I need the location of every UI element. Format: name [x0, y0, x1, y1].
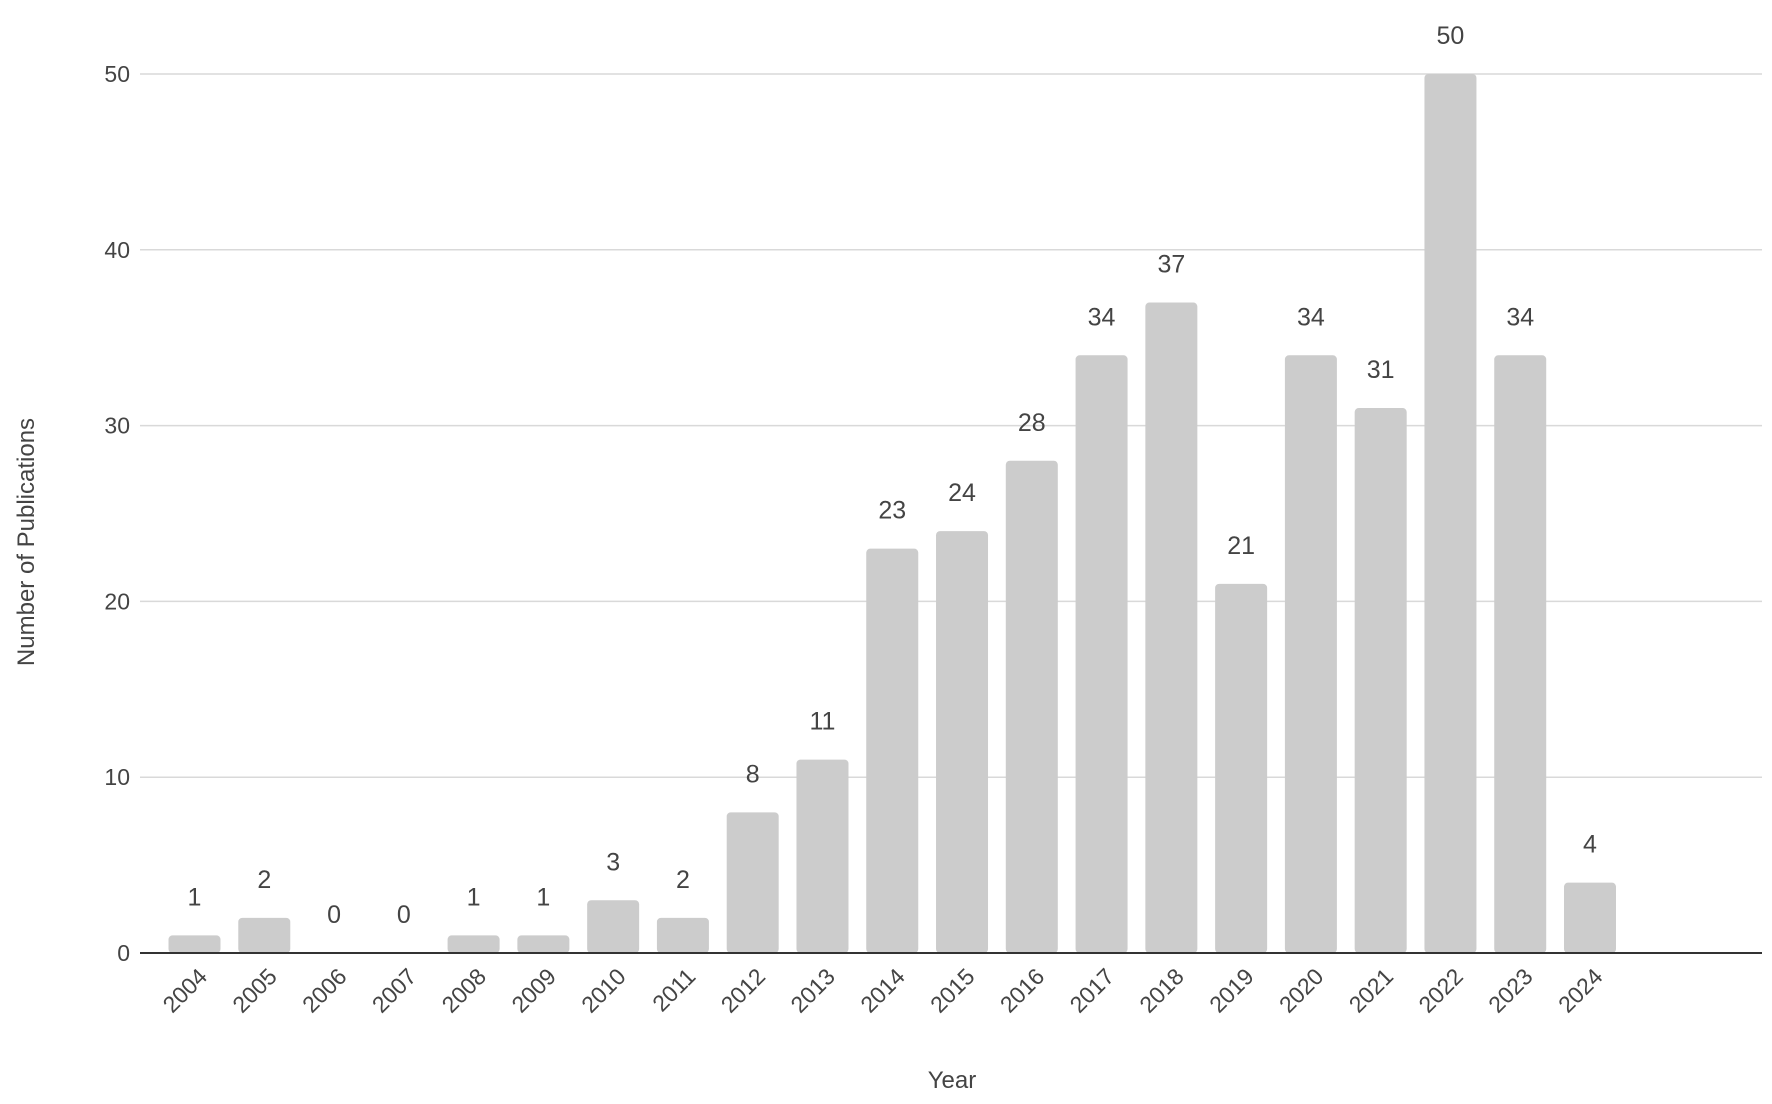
bars: [168, 74, 1616, 953]
data-label: 21: [1227, 532, 1255, 560]
x-tick-label: 2004: [157, 963, 212, 1018]
bar: [1284, 355, 1337, 953]
bar: [517, 935, 570, 953]
x-tick-label: 2012: [716, 963, 771, 1018]
bar: [796, 759, 849, 953]
x-tick-label: 2007: [367, 963, 422, 1018]
data-label: 1: [188, 883, 202, 911]
y-tick-label: 40: [104, 237, 130, 263]
data-label: 4: [1583, 831, 1597, 859]
bar: [1075, 355, 1128, 953]
data-label: 0: [397, 901, 411, 929]
data-label: 37: [1157, 251, 1185, 279]
data-label: 28: [1018, 409, 1046, 437]
bar: [447, 935, 500, 953]
x-tick-label: 2021: [1344, 963, 1399, 1018]
data-label: 1: [467, 883, 481, 911]
bar: [936, 531, 989, 953]
bar: [866, 548, 919, 953]
y-tick-label: 10: [104, 764, 130, 790]
y-axis-ticks: 0 10 20 30 40 50: [104, 61, 130, 966]
y-tick-label: 20: [104, 588, 130, 614]
data-label: 11: [809, 708, 835, 736]
data-label: 34: [1088, 303, 1116, 331]
x-tick-label: 2008: [437, 963, 492, 1018]
x-tick-label: 2024: [1553, 963, 1608, 1018]
bar: [656, 917, 709, 953]
data-label: 50: [1437, 22, 1465, 50]
bar: [168, 935, 221, 953]
x-tick-label: 2022: [1413, 963, 1468, 1018]
x-tick-label: 2011: [647, 963, 700, 1016]
x-tick-label: 2017: [1065, 963, 1120, 1018]
data-label: 3: [606, 848, 620, 876]
data-label: 34: [1506, 303, 1534, 331]
x-tick-label: 2020: [1274, 963, 1329, 1018]
y-axis-title: Number of Publications: [13, 418, 40, 666]
bar: [1354, 408, 1407, 953]
y-tick-label: 30: [104, 413, 130, 439]
x-tick-label: 2019: [1204, 963, 1259, 1018]
data-label: 1: [536, 883, 550, 911]
x-tick-label: 2015: [925, 963, 980, 1018]
y-tick-label: 50: [104, 61, 130, 87]
x-tick-label: 2014: [855, 963, 910, 1018]
x-tick-label: 2016: [995, 963, 1050, 1018]
bar: [1494, 355, 1547, 953]
data-label: 0: [327, 901, 341, 929]
bar: [726, 812, 779, 953]
x-axis-ticks: 2004 2005 2006 2007 2008 2009 2010 2011 2012 2013…: [157, 963, 1607, 1018]
bar: [1005, 460, 1058, 953]
data-label: 31: [1367, 356, 1395, 384]
x-tick-label: 2009: [506, 963, 561, 1018]
x-tick-label: 2005: [227, 963, 282, 1018]
bar: [587, 900, 640, 953]
x-tick-label: 2018: [1134, 963, 1189, 1018]
data-label: 2: [257, 866, 271, 894]
gridlines: [140, 73, 1762, 778]
x-tick-label: 2013: [785, 963, 840, 1018]
bar: [1564, 882, 1616, 953]
data-label: 24: [948, 479, 976, 507]
data-label: 23: [878, 497, 906, 525]
x-axis-title: Year: [928, 1067, 977, 1094]
data-label: 2: [676, 866, 690, 894]
y-tick-label: 0: [117, 940, 130, 966]
data-label: 34: [1297, 303, 1325, 331]
data-label: 8: [746, 760, 760, 788]
bar: [1424, 74, 1477, 953]
x-tick-label: 2010: [576, 963, 631, 1018]
bar: [1145, 302, 1198, 953]
x-tick-label: 2023: [1483, 963, 1538, 1018]
bar: [1215, 583, 1268, 953]
bar: [238, 917, 291, 953]
x-tick-label: 2006: [297, 963, 352, 1018]
